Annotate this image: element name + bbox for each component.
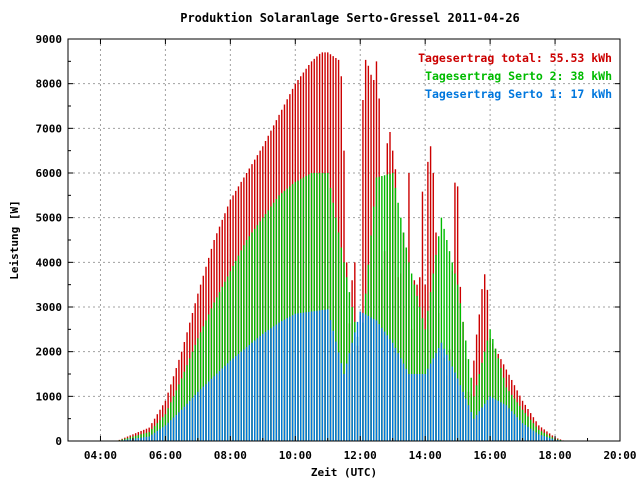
data-bars (118, 52, 564, 441)
chart-title: Produktion Solaranlage Serto-Gressel 201… (180, 11, 520, 25)
x-tick-label: 04:00 (84, 449, 117, 462)
legend-entry-serto-2: Tagesertrag Serto 2: 38 kWh (425, 69, 612, 83)
y-tick-label: 4000 (36, 256, 63, 269)
y-tick-label: 3000 (36, 301, 63, 314)
x-tick-label: 18:00 (538, 449, 571, 462)
legend-entry-total: Tagesertrag total: 55.53 kWh (418, 51, 612, 65)
x-tick-label: 14:00 (409, 449, 442, 462)
x-tick-label: 20:00 (603, 449, 636, 462)
legend: Tagesertrag total: 55.53 kWh Tagesertrag… (418, 51, 612, 101)
y-tick-label: 8000 (36, 78, 63, 91)
y-tick-label: 7000 (36, 122, 63, 135)
x-tick-label: 10:00 (279, 449, 312, 462)
series-bar-serto-1 (118, 309, 564, 441)
y-tick-label: 5000 (36, 212, 63, 225)
x-axis-label: Zeit (UTC) (311, 466, 377, 479)
y-axis-label: Leistung [W] (8, 200, 21, 279)
x-tick-label: 06:00 (149, 449, 182, 462)
y-tick-label: 0 (55, 435, 62, 448)
legend-entry-serto-1: Tagesertrag Serto 1: 17 kWh (425, 87, 612, 101)
y-tick-label: 6000 (36, 167, 63, 180)
y-tick-label: 2000 (36, 346, 63, 359)
y-tick-label: 9000 (36, 33, 63, 46)
x-tick-label: 08:00 (214, 449, 247, 462)
x-tick-label: 12:00 (344, 449, 377, 462)
x-tick-label: 16:00 (474, 449, 507, 462)
axis-ticks: 04:00 06:00 08:00 10:00 12:00 14:00 16:00 18:00… (36, 33, 637, 462)
y-tick-label: 1000 (36, 390, 63, 403)
